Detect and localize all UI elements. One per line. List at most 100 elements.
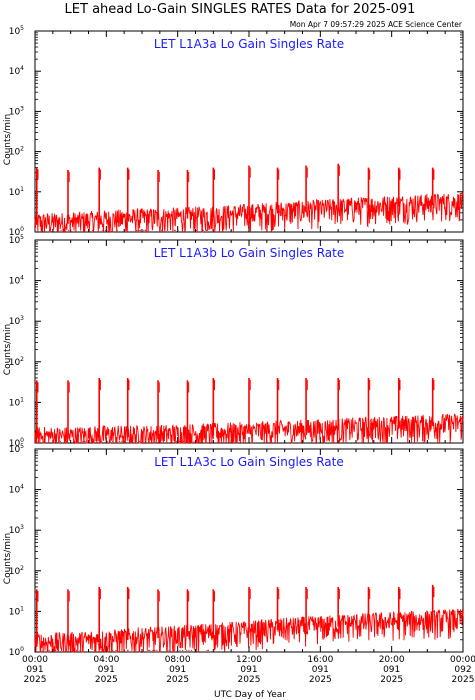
data-point bbox=[156, 649, 158, 651]
y-tick-exponent: 4 bbox=[20, 484, 24, 491]
y-tick-label: 105 bbox=[9, 25, 24, 37]
y-tick-exponent: 0 bbox=[20, 226, 24, 233]
y-tick-label: 105 bbox=[9, 443, 24, 455]
panel-2: LET L1A3b Lo Gain Singles Rate1001011021… bbox=[3, 234, 464, 449]
y-tick-label: 101 bbox=[9, 186, 24, 198]
x-tick-time: 12:00 bbox=[236, 655, 262, 665]
data-point bbox=[190, 649, 193, 651]
data-point bbox=[65, 440, 67, 442]
data-point bbox=[182, 649, 184, 651]
x-tick-doy: 091 bbox=[240, 665, 257, 675]
y-tick-base: 10 bbox=[9, 236, 21, 246]
data-point bbox=[127, 649, 129, 651]
data-point bbox=[111, 649, 114, 651]
y-tick-exponent: 2 bbox=[20, 356, 24, 363]
x-tick-doy: 091 bbox=[312, 665, 329, 675]
data-point bbox=[207, 649, 210, 651]
panel-1: LET L1A3a Lo Gain Singles Rate1001011021… bbox=[3, 25, 464, 238]
y-tick-base: 10 bbox=[9, 526, 21, 536]
y-tick-exponent: 1 bbox=[20, 186, 24, 193]
data-point bbox=[123, 649, 125, 651]
series-line bbox=[34, 192, 464, 233]
data-point bbox=[152, 649, 154, 651]
y-axis-label: Counts/min bbox=[3, 324, 13, 375]
data-point bbox=[195, 440, 197, 442]
y-tick-base: 10 bbox=[9, 607, 21, 617]
y-tick-exponent: 5 bbox=[20, 234, 24, 241]
x-tick-doy: 092 bbox=[454, 665, 471, 675]
x-tick-year: 2025 bbox=[166, 675, 189, 685]
data-point bbox=[128, 440, 131, 442]
y-tick-label: 104 bbox=[9, 65, 24, 77]
y-tick-exponent: 0 bbox=[20, 646, 24, 653]
y-tick-base: 10 bbox=[9, 148, 21, 158]
data-point bbox=[206, 649, 208, 651]
data-point bbox=[42, 649, 44, 651]
series-trace bbox=[34, 377, 464, 445]
data-point bbox=[144, 229, 147, 231]
data-point bbox=[193, 229, 195, 231]
data-point bbox=[138, 440, 140, 442]
figure-title: LET ahead Lo-Gain SINGLES RATES Data for… bbox=[65, 2, 416, 17]
y-tick-base: 10 bbox=[9, 27, 21, 37]
y-tick-exponent: 3 bbox=[20, 105, 24, 112]
data-point bbox=[116, 229, 118, 231]
data-point bbox=[120, 440, 123, 442]
data-point bbox=[112, 440, 114, 442]
data-point bbox=[52, 440, 54, 442]
data-point bbox=[148, 649, 150, 651]
data-point bbox=[199, 440, 201, 442]
x-tick-doy: 091 bbox=[26, 665, 43, 675]
y-tick-base: 10 bbox=[9, 648, 21, 658]
data-point bbox=[107, 440, 109, 442]
y-tick-label: 105 bbox=[9, 234, 24, 246]
data-point bbox=[193, 440, 195, 442]
x-axis-label: UTC Day of Year bbox=[214, 690, 286, 700]
data-point bbox=[48, 229, 51, 231]
y-tick-base: 10 bbox=[9, 439, 21, 449]
data-point bbox=[92, 440, 95, 442]
data-point bbox=[188, 649, 190, 651]
data-point bbox=[196, 229, 198, 231]
series-trace bbox=[34, 163, 464, 233]
y-tick-label: 101 bbox=[9, 396, 24, 408]
y-tick-label: 103 bbox=[9, 105, 24, 117]
y-tick-base: 10 bbox=[9, 567, 21, 577]
data-point bbox=[67, 229, 70, 231]
data-point bbox=[202, 229, 204, 231]
data-point bbox=[60, 649, 63, 651]
y-tick-base: 10 bbox=[9, 317, 21, 327]
data-point bbox=[177, 229, 179, 231]
data-point bbox=[124, 229, 126, 231]
panel-title: LET L1A3b Lo Gain Singles Rate bbox=[154, 246, 345, 260]
y-axis-label: Counts/min bbox=[3, 533, 13, 584]
x-tick-time: 20:00 bbox=[379, 655, 405, 665]
y-tick-base: 10 bbox=[9, 358, 21, 368]
data-point bbox=[212, 649, 214, 651]
y-tick-label: 102 bbox=[9, 146, 24, 158]
y-tick-label: 100 bbox=[9, 437, 24, 449]
y-tick-label: 100 bbox=[9, 646, 24, 658]
data-point bbox=[83, 229, 85, 231]
data-point bbox=[159, 440, 161, 442]
generation-timestamp: Mon Apr 7 09:57:29 2025 ACE Science Cent… bbox=[290, 20, 463, 29]
data-point bbox=[94, 649, 96, 651]
data-point bbox=[139, 229, 141, 231]
data-point bbox=[135, 229, 137, 231]
data-point bbox=[187, 440, 189, 442]
y-tick-base: 10 bbox=[9, 228, 21, 238]
y-tick-exponent: 1 bbox=[20, 396, 24, 403]
data-point bbox=[191, 440, 193, 442]
x-tick-doy: 091 bbox=[169, 665, 186, 675]
panel-3: LET L1A3c Lo Gain Singles Rate1001011021… bbox=[3, 443, 475, 685]
y-tick-exponent: 5 bbox=[20, 25, 24, 32]
data-point bbox=[48, 649, 50, 651]
y-tick-label: 104 bbox=[9, 484, 24, 496]
data-point bbox=[175, 440, 178, 442]
data-point bbox=[101, 229, 103, 231]
data-point bbox=[166, 229, 169, 231]
x-tick-time: 08:00 bbox=[165, 655, 191, 665]
data-point bbox=[168, 649, 170, 651]
data-point bbox=[183, 440, 185, 442]
